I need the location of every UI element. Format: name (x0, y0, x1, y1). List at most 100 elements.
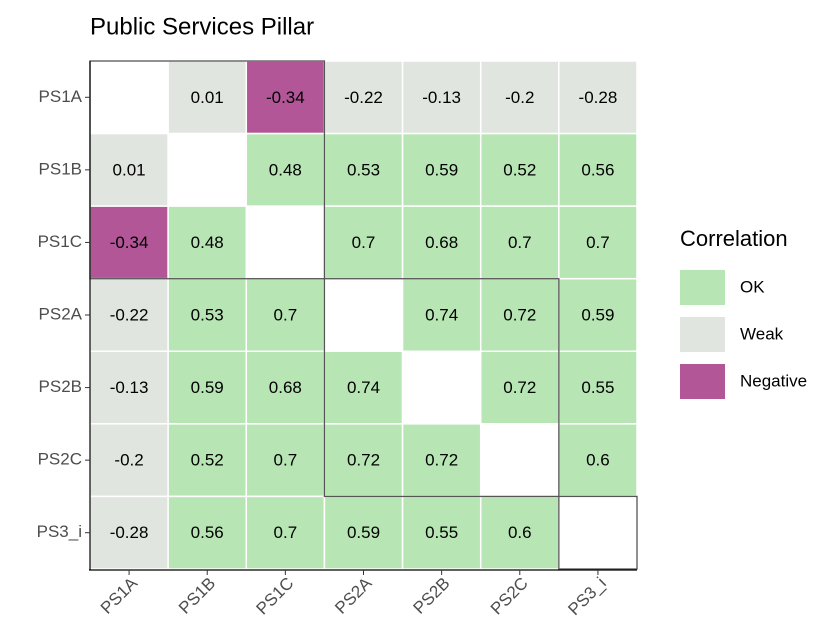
cell-label: 0.7 (274, 523, 298, 542)
heatmap-cell (167, 277, 248, 353)
x-tick-label: PS3_i (564, 574, 610, 620)
cell-label: 0.48 (191, 233, 224, 252)
heatmap-cell (401, 132, 482, 207)
legend-title: Correlation (680, 226, 788, 251)
cell-label: -0.2 (114, 451, 143, 470)
cell-label: 0.74 (347, 378, 380, 397)
heatmap-cell (558, 60, 638, 135)
legend-key (680, 270, 725, 305)
cell-label: 0.72 (347, 451, 380, 470)
cell-label: 0.7 (274, 451, 298, 470)
heatmap-cell (167, 132, 248, 207)
cell-label: 0.56 (581, 160, 614, 179)
heatmap-cell (558, 495, 638, 570)
cell-label: 0.01 (113, 160, 146, 179)
cell-label: 0.7 (508, 233, 532, 252)
y-tick-label: PS2A (39, 304, 83, 323)
cell-label: 0.53 (347, 160, 380, 179)
x-tick-label: PS2C (487, 574, 532, 619)
cell-label: 0.53 (191, 305, 224, 324)
heatmap-cell (401, 350, 482, 425)
heatmap-cell (558, 423, 638, 498)
x-tick-label: PS2B (409, 574, 453, 618)
y-tick-label: PS1B (39, 159, 82, 178)
cell-label: 0.6 (508, 523, 532, 542)
cell-label: 0.74 (425, 305, 458, 324)
cell-label: 0.7 (586, 233, 610, 252)
cell-label: -0.13 (110, 378, 149, 397)
heatmap-cell (401, 495, 482, 570)
heatmap-cell (245, 350, 326, 425)
cell-label: 0.7 (274, 305, 298, 324)
cell-label: -0.22 (344, 88, 383, 107)
heatmap-cell (323, 277, 404, 353)
y-tick-label: PS3_i (37, 522, 82, 541)
heatmap-cell (558, 132, 638, 207)
cell-label: 0.01 (191, 88, 224, 107)
cell-label: 0.59 (425, 160, 458, 179)
y-tick-label: PS2B (39, 377, 82, 396)
heatmap-cell (245, 277, 326, 353)
cell-label: 0.68 (269, 378, 302, 397)
heatmap-cell (89, 60, 169, 135)
heatmap-cell (479, 277, 560, 353)
cell-label: 0.55 (581, 378, 614, 397)
legend-label: Weak (740, 324, 784, 343)
chart-title: Public Services Pillar (90, 13, 314, 40)
heatmap-cell (167, 495, 248, 570)
heatmap-cell (323, 60, 404, 135)
cell-label: 0.59 (347, 523, 380, 542)
group-outline (323, 278, 560, 498)
heatmap-cell (558, 350, 638, 425)
cell-label: 0.72 (425, 451, 458, 470)
heatmap-cell (479, 205, 560, 280)
cell-label: 0.6 (586, 451, 610, 470)
cell-label: -0.2 (505, 88, 534, 107)
cell-label: -0.28 (579, 88, 618, 107)
cell-label: 0.55 (425, 523, 458, 542)
x-tick-label: PS2A (331, 573, 376, 618)
group-outline (558, 495, 638, 570)
cell-label: -0.28 (110, 523, 149, 542)
heatmap-cell (89, 277, 169, 353)
heatmap-cell (89, 495, 169, 570)
legend-key (680, 364, 725, 399)
cell-label: -0.34 (266, 88, 305, 107)
cell-label: 0.52 (191, 451, 224, 470)
cell-label: 0.72 (503, 305, 536, 324)
y-tick-label: PS1A (39, 87, 83, 106)
heatmap-cell (479, 350, 560, 425)
cell-label: 0.59 (581, 305, 614, 324)
heatmap-cell (245, 60, 326, 135)
heatmap-cell (245, 205, 326, 280)
legend-key (680, 317, 725, 352)
cell-label: -0.34 (110, 233, 149, 252)
heatmap-cell (323, 350, 404, 425)
heatmap-cell (401, 205, 482, 280)
cell-label: 0.52 (503, 160, 536, 179)
heatmap-cell (245, 132, 326, 207)
cell-label: 0.59 (191, 378, 224, 397)
cell-label: 0.72 (503, 378, 536, 397)
legend-label: OK (740, 277, 765, 296)
y-tick-label: PS1C (38, 232, 82, 251)
cell-label: 0.68 (425, 233, 458, 252)
x-tick-label: PS1C (253, 574, 298, 619)
cell-label: 0.7 (352, 233, 376, 252)
cell-label: -0.13 (422, 88, 461, 107)
cell-label: -0.22 (110, 305, 149, 324)
heatmap-cell (89, 423, 169, 498)
heatmap-cell (245, 495, 326, 570)
x-tick-label: PS1B (175, 574, 219, 618)
legend-label: Negative (740, 371, 807, 390)
x-tick-label: PS1A (97, 573, 142, 618)
heatmap-cell (479, 423, 560, 498)
cell-label: 0.48 (269, 160, 302, 179)
heatmap-cell (167, 205, 248, 280)
y-tick-label: PS2C (38, 450, 82, 469)
cell-label: 0.56 (191, 523, 224, 542)
heatmap-cell (167, 60, 248, 135)
heatmap-cell (558, 205, 638, 280)
heatmap-cell (479, 495, 560, 570)
